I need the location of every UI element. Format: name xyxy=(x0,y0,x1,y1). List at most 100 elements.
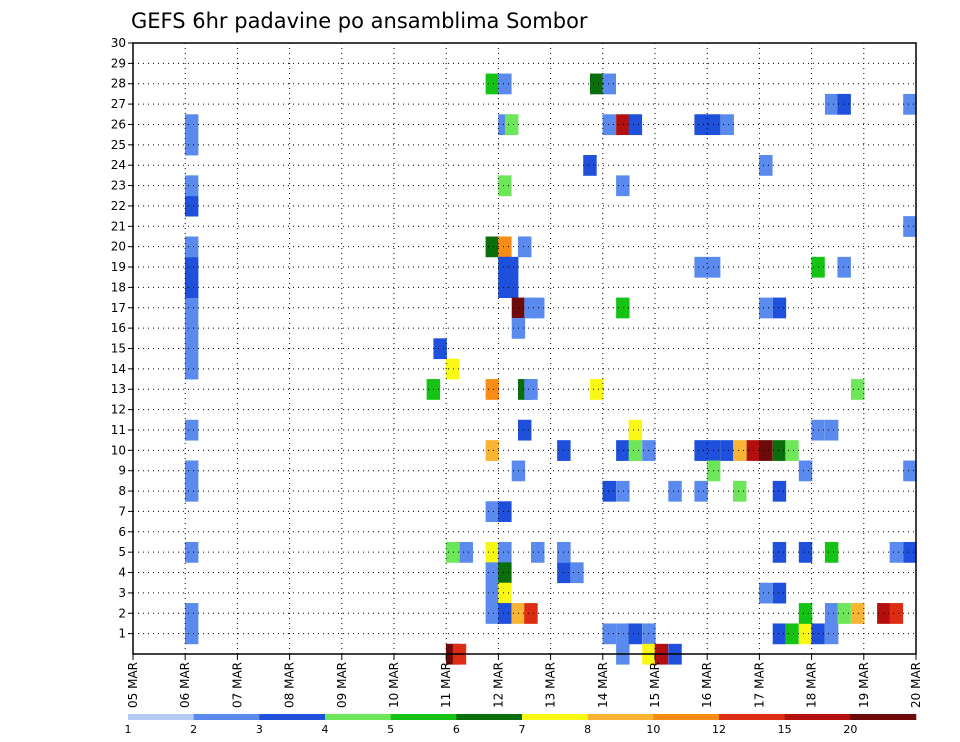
legend-label: 8 xyxy=(584,723,591,736)
heat-cell xyxy=(720,440,734,461)
heat-cell xyxy=(184,175,199,197)
y-tick-label: 28 xyxy=(111,77,126,91)
heat-cell xyxy=(759,297,773,319)
heat-cell xyxy=(798,603,813,624)
heatmap-cells xyxy=(184,73,917,665)
x-tick-label: 17 MAR xyxy=(752,662,766,708)
legend-label: 10 xyxy=(646,723,660,736)
heat-cell xyxy=(720,114,734,136)
heat-cell xyxy=(184,338,199,360)
heat-cell xyxy=(485,73,500,95)
x-tick-label: 05 MAR xyxy=(126,662,140,708)
heat-cell xyxy=(498,175,512,197)
heat-cell xyxy=(485,603,500,624)
heat-cell xyxy=(433,338,447,360)
heat-cell xyxy=(903,93,917,115)
y-tick-label: 21 xyxy=(111,219,126,233)
heat-cell xyxy=(184,236,199,258)
y-tick-label: 24 xyxy=(111,158,126,172)
heat-cell xyxy=(498,236,512,258)
legend-label: 4 xyxy=(322,723,329,736)
legend-label: 1 xyxy=(125,723,132,736)
y-tick-label: 12 xyxy=(111,403,126,417)
legend-label: 2 xyxy=(190,723,197,736)
legend-swatch xyxy=(850,714,917,720)
heat-cell xyxy=(485,379,500,400)
heat-cell xyxy=(184,256,199,278)
legend-swatch xyxy=(587,714,654,720)
heat-cell xyxy=(602,114,616,136)
heat-cell xyxy=(733,480,747,502)
heat-cell xyxy=(733,440,747,461)
heat-cell xyxy=(531,297,545,319)
x-tick-label: 10 MAR xyxy=(387,662,401,708)
heat-cell xyxy=(485,562,500,584)
heat-cell xyxy=(504,114,519,136)
heat-cell xyxy=(498,501,512,523)
heat-cell xyxy=(903,541,917,563)
x-tick-label: 12 MAR xyxy=(491,662,505,708)
heat-cell xyxy=(583,155,597,176)
legend-label: 7 xyxy=(519,723,526,736)
heat-cell xyxy=(694,440,708,461)
heat-cell xyxy=(628,623,643,645)
heat-cell xyxy=(772,440,787,461)
heat-cell xyxy=(903,460,917,482)
legend-swatch xyxy=(259,714,326,720)
heat-cell xyxy=(824,93,839,115)
x-tick-label: 14 MAR xyxy=(596,662,610,708)
heat-cell xyxy=(184,195,199,217)
y-tick-label: 27 xyxy=(111,97,126,111)
heat-cell xyxy=(628,440,643,461)
legend-swatch xyxy=(653,714,720,720)
heat-cell xyxy=(772,480,787,502)
heat-cell xyxy=(445,541,460,563)
heat-cell xyxy=(524,603,538,624)
heat-cell xyxy=(616,114,630,136)
heat-cell xyxy=(184,358,199,380)
heat-cell xyxy=(570,562,584,584)
heat-cell xyxy=(504,277,519,298)
heat-cell xyxy=(590,379,604,400)
y-tick-label: 23 xyxy=(111,179,126,193)
x-tick-label: 18 MAR xyxy=(805,662,819,708)
heat-cell xyxy=(485,541,500,563)
heat-cell xyxy=(485,501,500,523)
legend-label: 12 xyxy=(712,723,726,736)
heat-cell xyxy=(485,236,500,258)
heat-cell xyxy=(517,236,532,258)
heat-cell xyxy=(889,603,904,624)
y-tick-label: 4 xyxy=(118,566,126,580)
heat-cell xyxy=(524,379,538,400)
y-tick-label: 18 xyxy=(111,280,126,294)
y-tick-label: 16 xyxy=(111,321,126,335)
heat-cell xyxy=(184,134,199,156)
heat-cell xyxy=(184,114,199,136)
y-tick-label: 2 xyxy=(118,606,126,620)
legend-swatch xyxy=(522,714,588,720)
heat-cell xyxy=(824,623,839,645)
x-tick-label: 15 MAR xyxy=(648,662,662,708)
heat-cell xyxy=(498,582,512,604)
heat-cell xyxy=(694,114,708,136)
y-tick-label: 25 xyxy=(111,138,126,152)
y-tick-label: 11 xyxy=(111,423,126,437)
heat-cell xyxy=(772,623,787,645)
chart-title: GEFS 6hr padavine po ansamblima Sombor xyxy=(131,9,588,33)
heat-cell xyxy=(628,419,643,441)
heat-cell xyxy=(616,480,630,502)
heat-cell xyxy=(837,256,851,278)
y-tick-label: 14 xyxy=(111,362,126,376)
heat-cell xyxy=(184,297,199,319)
y-tick-label: 10 xyxy=(111,443,126,457)
heat-cell xyxy=(184,541,199,563)
legend-swatch xyxy=(128,714,194,720)
heat-cell xyxy=(498,73,512,95)
heat-cell xyxy=(772,541,787,563)
heat-cell xyxy=(459,541,473,563)
x-tick-label: 06 MAR xyxy=(178,662,192,708)
color-legend: 1 2 3 4 5 6 7 8 10 12 15 20 xyxy=(125,714,917,736)
heat-cell xyxy=(837,93,851,115)
heat-cell xyxy=(590,73,604,95)
x-tick-label: 20 MAR xyxy=(909,662,923,708)
